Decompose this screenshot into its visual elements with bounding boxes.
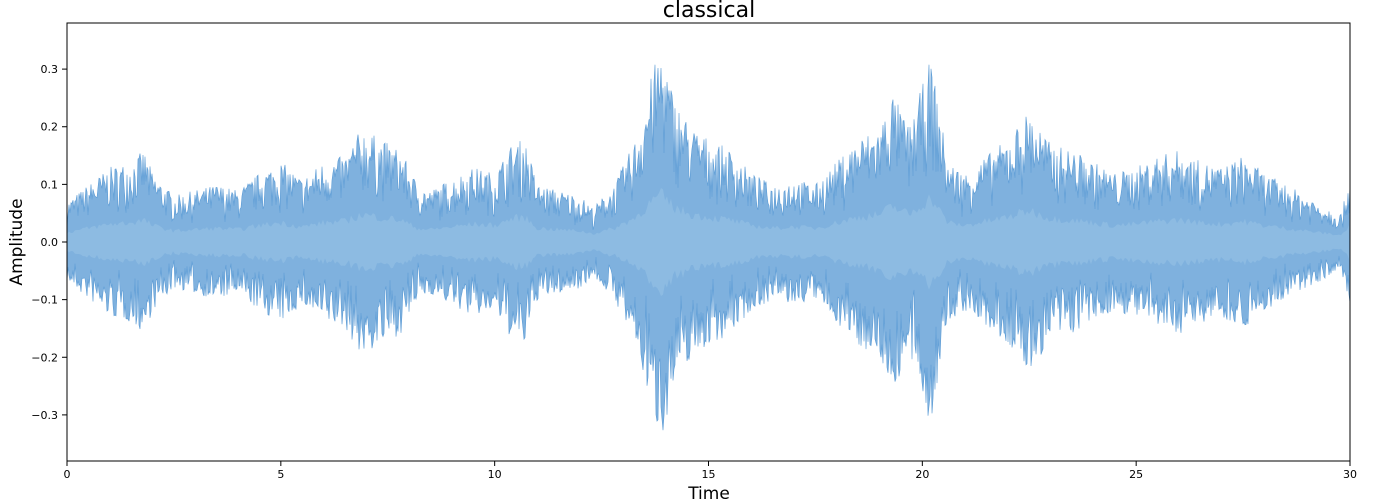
x-axis-label: Time xyxy=(687,484,730,503)
x-tick-label: 15 xyxy=(702,468,716,481)
y-tick-label: 0.0 xyxy=(41,236,59,249)
y-tick-label: 0.2 xyxy=(41,121,59,134)
y-tick-label: −0.1 xyxy=(31,294,58,307)
x-tick-label: 20 xyxy=(915,468,929,481)
x-tick-label: 5 xyxy=(277,468,284,481)
chart-title: classical xyxy=(663,0,755,23)
x-axis: 0 5 10 15 20 25 30 xyxy=(64,461,1357,481)
y-tick-label: −0.3 xyxy=(31,409,58,422)
plot-area xyxy=(66,64,1351,431)
y-axis-label: Amplitude xyxy=(7,198,27,285)
y-tick-label: 0.3 xyxy=(41,63,59,76)
x-tick-label: 0 xyxy=(64,468,71,481)
y-tick-label: −0.2 xyxy=(31,351,58,364)
x-tick-label: 25 xyxy=(1129,468,1143,481)
waveform-core xyxy=(67,188,1349,296)
y-tick-label: 0.1 xyxy=(41,178,59,191)
x-tick-label: 30 xyxy=(1343,468,1357,481)
y-axis: 0.3 0.2 0.1 0.0 −0.1 −0.2 −0.3 xyxy=(31,63,67,422)
x-tick-label: 10 xyxy=(488,468,502,481)
